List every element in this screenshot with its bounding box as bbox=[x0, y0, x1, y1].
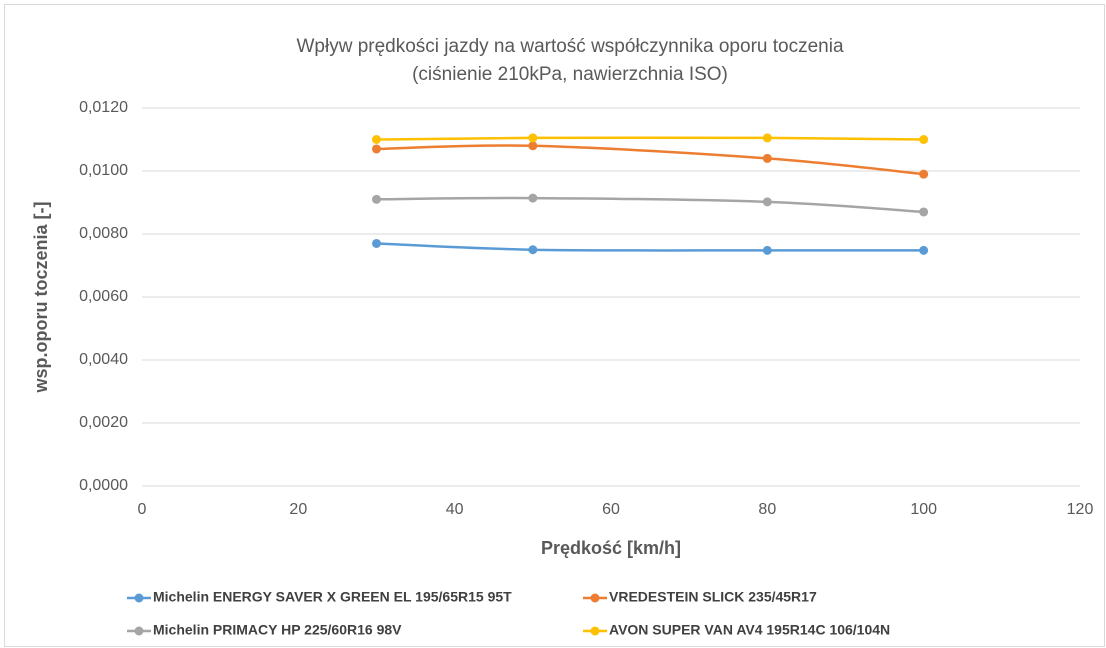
legend-marker bbox=[590, 593, 600, 603]
series-line bbox=[376, 242, 924, 252]
legend-label: Michelin ENERGY SAVER X GREEN EL 195/65R… bbox=[153, 589, 512, 605]
legend-marker bbox=[134, 626, 144, 636]
data-point bbox=[528, 141, 538, 151]
data-point bbox=[528, 133, 538, 143]
data-point bbox=[372, 135, 381, 144]
data-point bbox=[762, 245, 772, 255]
x-axis-title: Prędkość [km/h] bbox=[541, 538, 681, 558]
x-tick-label: 100 bbox=[910, 501, 937, 518]
y-axis-title: wsp.oporu toczenia [-] bbox=[31, 202, 51, 394]
y-tick-label: 0,0080 bbox=[79, 225, 128, 242]
x-tick-label: 20 bbox=[289, 501, 307, 518]
legend-label: Michelin PRIMACY HP 225/60R16 98V bbox=[153, 622, 402, 638]
data-point bbox=[372, 194, 381, 204]
series-line bbox=[376, 196, 924, 214]
data-point bbox=[762, 197, 772, 207]
legend-marker bbox=[590, 626, 600, 636]
data-point bbox=[528, 245, 538, 255]
data-point bbox=[762, 153, 772, 163]
x-tick-label: 0 bbox=[138, 501, 147, 518]
y-tick-label: 0,0120 bbox=[79, 99, 128, 116]
y-tick-label: 0,0040 bbox=[79, 351, 128, 368]
series-line bbox=[376, 136, 924, 141]
data-point bbox=[528, 193, 538, 203]
data-point bbox=[919, 207, 929, 217]
data-point bbox=[919, 135, 929, 144]
y-tick-label: 0,0000 bbox=[79, 477, 128, 494]
data-point bbox=[372, 238, 381, 248]
x-tick-label: 80 bbox=[758, 501, 776, 518]
data-point bbox=[372, 144, 381, 154]
data-point bbox=[919, 169, 929, 179]
y-tick-label: 0,0060 bbox=[79, 288, 128, 305]
chart-border bbox=[4, 4, 1105, 647]
data-point bbox=[919, 245, 929, 255]
chart-subtitle: (ciśnienie 210kPa, nawierzchnia ISO) bbox=[412, 64, 728, 85]
x-tick-label: 40 bbox=[446, 501, 464, 518]
legend-marker bbox=[134, 593, 144, 603]
x-tick-label: 60 bbox=[602, 501, 620, 518]
legend-label: VREDESTEIN SLICK 235/45R17 bbox=[609, 589, 817, 605]
x-tick-label: 120 bbox=[1067, 501, 1094, 518]
series-line bbox=[376, 144, 924, 176]
y-tick-label: 0,0100 bbox=[79, 162, 128, 179]
chart-title: Wpływ prędkości jazdy na wartość współcz… bbox=[296, 36, 843, 57]
y-tick-label: 0,0020 bbox=[79, 414, 128, 431]
data-point bbox=[762, 133, 772, 143]
legend-label: AVON SUPER VAN AV4 195R14C 106/104N bbox=[609, 622, 890, 638]
